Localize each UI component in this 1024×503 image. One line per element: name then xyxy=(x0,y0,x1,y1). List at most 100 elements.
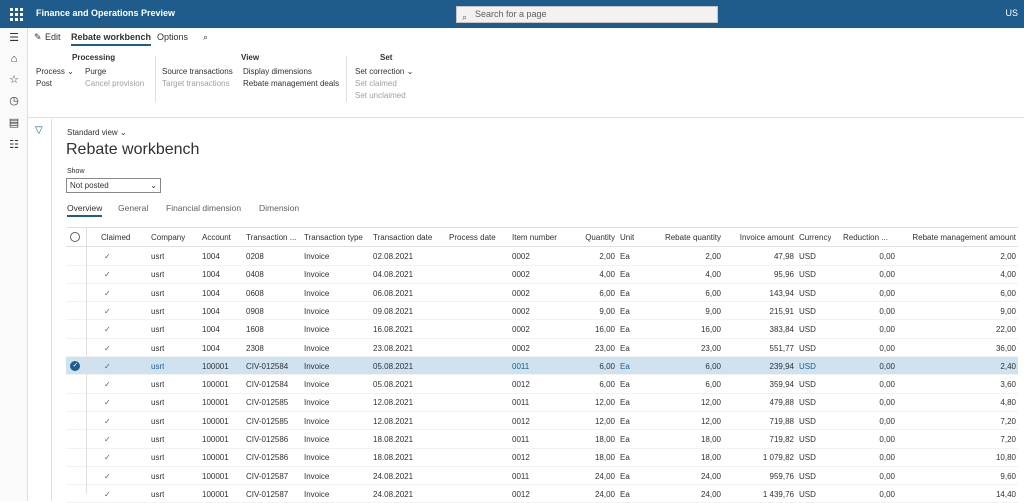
home-icon[interactable]: ⌂ xyxy=(10,53,18,65)
row-select-radio[interactable] xyxy=(70,288,80,298)
cell-rebate-amount: 2,00 xyxy=(1000,252,1016,261)
rebate-deals-button[interactable]: Rebate management deals xyxy=(243,79,340,88)
tab-rebate-workbench[interactable]: Rebate workbench xyxy=(71,32,152,46)
cell-rebate-qty: 12,00 xyxy=(700,398,721,408)
cell-account: 100001 xyxy=(202,435,229,444)
table-row[interactable]: ✓ usrt 100001 CIV-012585 Invoice 12.08.2021 00… xyxy=(66,412,1018,431)
col-rebate-amount[interactable]: Rebate management amount xyxy=(912,233,1016,242)
post-button[interactable]: Post xyxy=(36,79,53,88)
search-icon[interactable]: ⌕ xyxy=(203,32,209,42)
col-process-date[interactable]: Process date xyxy=(449,233,496,242)
cell-item: 0012 xyxy=(512,489,530,499)
star-icon[interactable]: ☆ xyxy=(9,74,19,86)
tab-overview[interactable]: Overview xyxy=(67,203,103,217)
cell-account: 100001 xyxy=(202,380,229,390)
row-select-radio[interactable] xyxy=(70,471,80,481)
table-row[interactable]: ✓ usrt 100001 CIV-012584 Invoice 05.08.2021 00… xyxy=(66,356,1018,376)
row-select-radio[interactable] xyxy=(70,434,80,444)
purge-button[interactable]: Purge xyxy=(85,67,107,76)
target-transactions-button[interactable]: Target transactions xyxy=(162,79,230,88)
col-transaction-type[interactable]: Transaction type xyxy=(304,233,363,242)
row-select-radio[interactable] xyxy=(70,416,80,426)
cell-account: 100001 xyxy=(202,361,229,371)
col-company[interactable]: Company xyxy=(151,233,186,242)
table-row[interactable]: ✓ usrt 1004 0608 Invoice 06.08.2021 0002 6,00 Ea… xyxy=(66,284,1018,303)
row-select-radio[interactable] xyxy=(70,397,80,407)
cell-unit: Ea xyxy=(620,380,630,390)
workspace-icon[interactable]: ▤ xyxy=(8,117,20,129)
row-select-radio[interactable] xyxy=(70,251,80,261)
user-initials[interactable]: US xyxy=(1005,8,1018,18)
cell-quantity: 24,00 xyxy=(594,489,615,499)
display-dimensions-button[interactable]: Display dimensions xyxy=(243,67,312,76)
set-claimed-button[interactable]: Set claimed xyxy=(355,79,397,88)
col-transaction[interactable]: Transaction ... xyxy=(246,233,297,242)
edit-button[interactable]: Edit xyxy=(45,32,61,42)
col-unit[interactable]: Unit xyxy=(620,233,635,242)
source-transactions-button[interactable]: Source transactions xyxy=(162,67,233,76)
search-input[interactable]: ⌕ Search for a page xyxy=(456,6,718,23)
table-row[interactable]: ✓ usrt 100001 CIV-012587 Invoice 24.08.2021 00… xyxy=(66,485,1018,503)
table-row[interactable]: ✓ usrt 100001 CIV-012584 Invoice 05.08.2021 00… xyxy=(66,375,1018,394)
clock-icon[interactable]: ◷ xyxy=(9,95,19,107)
row-select-radio[interactable] xyxy=(70,269,80,279)
cancel-provision-button[interactable]: Cancel provision xyxy=(85,79,145,88)
col-rebate-quantity[interactable]: Rebate quantity xyxy=(664,233,721,242)
col-invoice-amount[interactable]: Invoice amount xyxy=(739,233,794,242)
col-account[interactable]: Account xyxy=(202,233,231,242)
cell-claimed: ✓ xyxy=(104,398,111,408)
row-select-radio[interactable] xyxy=(70,306,80,316)
col-claimed[interactable]: Claimed xyxy=(101,233,131,242)
cell-type: Invoice xyxy=(304,398,330,408)
row-select-radio[interactable] xyxy=(70,452,80,462)
list-icon[interactable]: ☷ xyxy=(9,139,19,151)
col-transaction-date[interactable]: Transaction date xyxy=(373,233,433,242)
show-dropdown[interactable]: Not posted ⌄ xyxy=(66,178,161,193)
table-row[interactable]: ✓ usrt 1004 1608 Invoice 16.08.2021 0002 16,00 E… xyxy=(66,320,1018,339)
tab-financial-dimension[interactable]: Financial dimension xyxy=(166,203,242,213)
row-select-radio[interactable] xyxy=(70,324,80,334)
waffle-icon[interactable] xyxy=(8,6,24,22)
view-selector[interactable]: Standard view ⌄ xyxy=(67,128,127,137)
col-quantity[interactable]: Quantity xyxy=(585,233,615,242)
col-currency[interactable]: Currency xyxy=(799,233,832,242)
cell-quantity: 6,00 xyxy=(599,288,615,298)
table-row[interactable]: ✓ usrt 1004 0208 Invoice 02.08.2021 0002 2,00 Ea… xyxy=(66,247,1018,266)
tab-general[interactable]: General xyxy=(118,203,149,213)
row-select-radio[interactable] xyxy=(70,360,80,371)
cell-currency: USD xyxy=(799,343,816,353)
table-row[interactable]: ✓ usrt 1004 0908 Invoice 09.08.2021 0002 9,00 Ea… xyxy=(66,302,1018,321)
set-unclaimed-button[interactable]: Set unclaimed xyxy=(355,91,406,100)
table-row[interactable]: ✓ usrt 100001 CIV-012586 Invoice 18.08.2021 00… xyxy=(66,448,1018,467)
col-reduction[interactable]: Reduction ... xyxy=(843,233,888,242)
cell-invoice-amount: 719,82 xyxy=(769,435,794,444)
tab-dimension[interactable]: Dimension xyxy=(259,203,300,213)
cell-quantity: 12,00 xyxy=(594,416,615,426)
cell-currency: USD xyxy=(799,325,816,335)
row-select-radio[interactable] xyxy=(70,379,80,389)
cell-account: 1004 xyxy=(202,270,220,280)
table-row[interactable]: ✓ usrt 1004 0408 Invoice 04.08.2021 0002 4,00 Ea… xyxy=(66,265,1018,284)
table-row[interactable]: ✓ usrt 100001 CIV-012587 Invoice 24.08.2021 00… xyxy=(66,467,1018,486)
row-select-radio[interactable] xyxy=(70,343,80,353)
cell-reduction: 0,00 xyxy=(879,435,895,444)
cell-reduction: 0,00 xyxy=(879,489,895,499)
tab-options[interactable]: Options xyxy=(157,32,189,42)
select-all-radio[interactable] xyxy=(70,232,80,242)
table-row[interactable]: ✓ usrt 1004 2308 Invoice 23.08.2021 0002 23,00 E… xyxy=(66,339,1018,357)
app-title: Finance and Operations Preview xyxy=(36,8,176,18)
row-select-radio[interactable] xyxy=(70,489,80,499)
col-item-number[interactable]: Item number xyxy=(512,233,557,242)
cell-rebate-qty: 9,00 xyxy=(705,306,721,316)
hamburger-icon[interactable]: ☰ xyxy=(9,32,19,44)
cell-unit: Ea xyxy=(620,398,630,408)
set-correction-button[interactable]: Set correction ⌄ xyxy=(355,67,414,76)
cell-date: 04.08.2021 xyxy=(373,270,414,280)
process-button[interactable]: Process ⌄ xyxy=(36,67,74,76)
cell-transaction: CIV-012586 xyxy=(246,435,289,444)
table-row[interactable]: ✓ usrt 100001 CIV-012586 Invoice 18.08.2021 00… xyxy=(66,430,1018,449)
filter-icon[interactable]: ▽ xyxy=(35,125,43,136)
table-row[interactable]: ✓ usrt 100001 CIV-012585 Invoice 12.08.2021 00… xyxy=(66,393,1018,412)
pencil-icon[interactable]: ✎ xyxy=(34,32,42,42)
cell-rebate-amount: 7,20 xyxy=(1000,435,1016,444)
